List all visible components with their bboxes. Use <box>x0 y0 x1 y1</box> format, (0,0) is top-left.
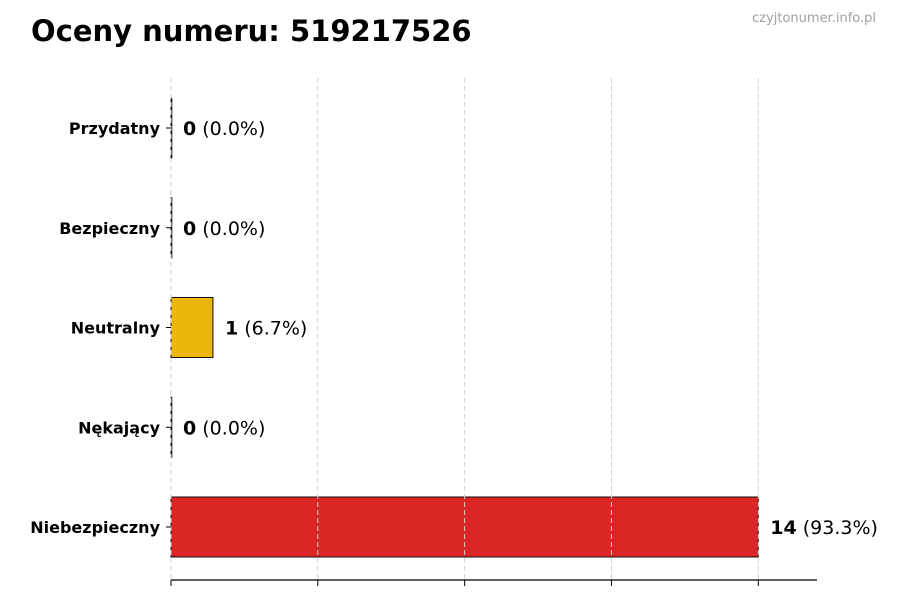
data-label-percent: (0.0%) <box>196 118 265 140</box>
y-tick-label: Neutralny <box>71 319 161 338</box>
data-label-count: 0 <box>183 118 196 140</box>
data-label-percent: (0.0%) <box>196 218 265 240</box>
data-label: 0 (0.0%) <box>183 118 265 140</box>
y-tick-label: Przydatny <box>69 119 161 138</box>
data-label: 14 (93.3%) <box>770 517 878 539</box>
data-label-percent: (0.0%) <box>196 417 265 439</box>
data-label-percent: (6.7%) <box>238 318 307 340</box>
data-label-count: 0 <box>183 218 196 240</box>
y-tick-label: Niebezpieczny <box>30 518 160 537</box>
data-label: 1 (6.7%) <box>225 318 307 340</box>
y-tick-label: Nękający <box>78 418 160 437</box>
chart-title: Oceny numeru: 519217526 <box>31 14 472 48</box>
data-label-count: 1 <box>225 318 238 340</box>
data-label-percent: (93.3%) <box>797 517 878 539</box>
y-tick-label: Bezpieczny <box>59 219 160 238</box>
bar-neutralny <box>170 297 214 358</box>
data-label: 0 (0.0%) <box>183 417 265 439</box>
data-label-count: 14 <box>770 517 796 539</box>
data-label-count: 0 <box>183 417 196 439</box>
watermark: czyjtonumer.info.pl <box>752 11 876 26</box>
data-label: 0 (0.0%) <box>183 218 265 240</box>
